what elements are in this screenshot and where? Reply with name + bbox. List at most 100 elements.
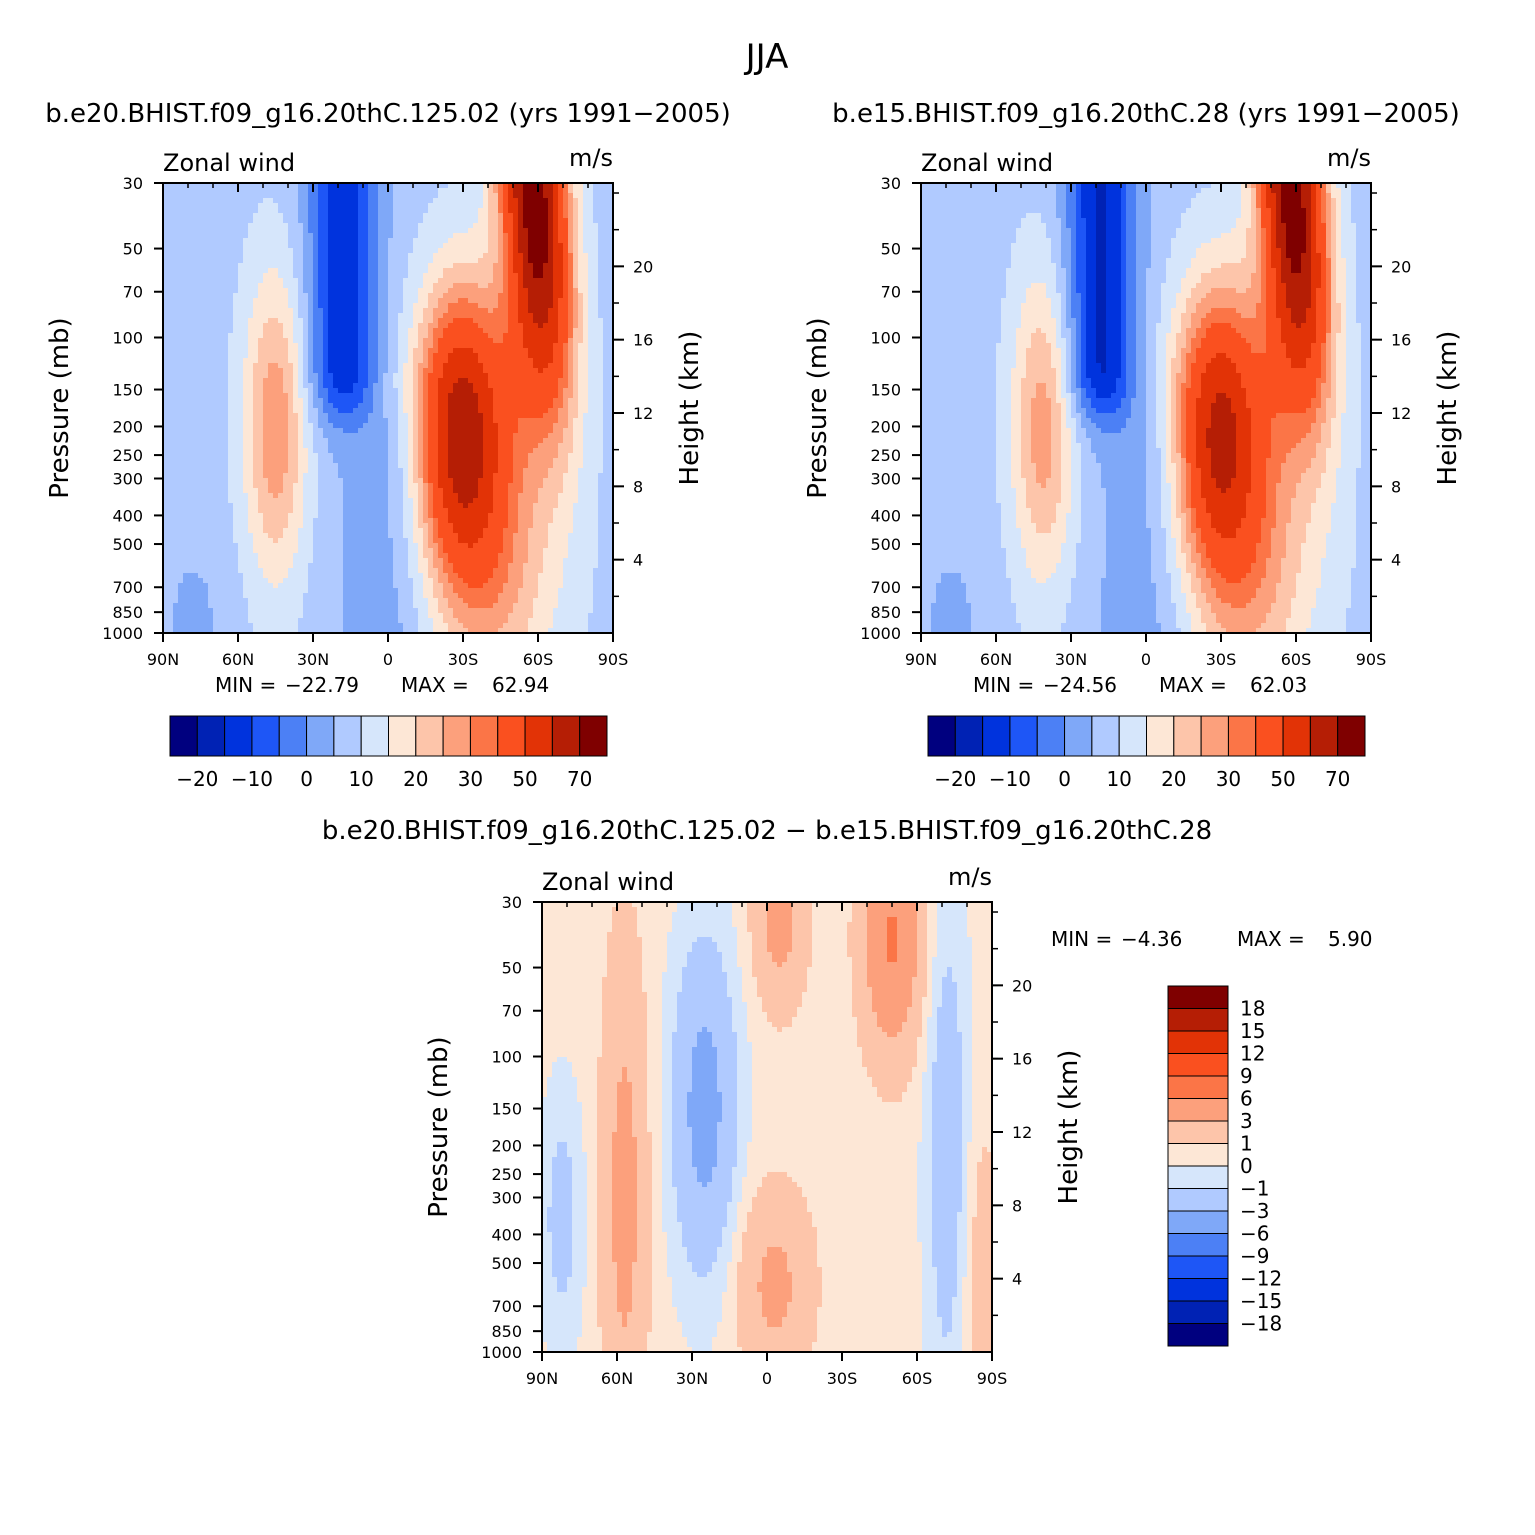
field-cell (248, 343, 254, 349)
field-cell (263, 263, 269, 269)
field-cell (338, 378, 344, 384)
field-cell (283, 333, 289, 339)
field-cell (293, 393, 299, 399)
field-cell (608, 433, 614, 439)
field-cell (208, 308, 214, 314)
field-cell (238, 198, 244, 204)
field-cell (538, 343, 544, 349)
field-cell (488, 313, 494, 319)
field-cell (513, 233, 519, 239)
field-cell (458, 338, 464, 344)
field-cell (478, 348, 484, 354)
field-cell (263, 338, 269, 344)
field-cell (433, 203, 439, 209)
field-cell (338, 343, 344, 349)
field-cell (528, 248, 534, 254)
field-cell (263, 353, 269, 359)
field-cell (588, 393, 594, 399)
field-cell (308, 228, 314, 234)
field-cell (303, 258, 309, 264)
field-cell (493, 283, 499, 289)
field-cell (273, 278, 279, 284)
field-cell (258, 318, 264, 324)
field-cell (563, 183, 569, 189)
field-cell (248, 328, 254, 334)
field-cell (598, 183, 604, 189)
field-cell (578, 308, 584, 314)
field-cell (483, 248, 489, 254)
field-cell (323, 313, 329, 319)
field-cell (418, 213, 424, 219)
field-cell (503, 368, 509, 374)
field-cell (358, 378, 364, 384)
field-cell (183, 388, 189, 394)
field-cell (353, 293, 359, 299)
field-cell (363, 323, 369, 329)
field-cell (433, 403, 439, 409)
field-cell (433, 328, 439, 334)
field-cell (528, 413, 534, 419)
field-cell (328, 453, 334, 459)
field-cell (513, 263, 519, 269)
field-cell (383, 398, 389, 404)
field-cell (568, 363, 574, 369)
field-cell (208, 243, 214, 249)
field-cell (238, 228, 244, 234)
field-cell (483, 183, 489, 189)
field-cell (253, 418, 259, 424)
field-cell (378, 263, 384, 269)
field-cell (528, 408, 534, 414)
field-cell (588, 268, 594, 274)
field-cell (463, 348, 469, 354)
field-cell (418, 293, 424, 299)
field-cell (603, 183, 609, 189)
field-cell (263, 288, 269, 294)
field-cell (528, 433, 534, 439)
field-cell (583, 373, 589, 379)
field-cell (558, 218, 564, 224)
field-cell (493, 393, 499, 399)
field-cell (188, 368, 194, 374)
field-cell (218, 448, 224, 454)
field-cell (483, 423, 489, 429)
field-cell (593, 333, 599, 339)
field-cell (223, 403, 229, 409)
field-cell (463, 438, 469, 444)
field-cell (398, 238, 404, 244)
field-cell (373, 213, 379, 219)
field-cell (328, 388, 334, 394)
field-cell (173, 318, 179, 324)
field-cell (583, 233, 589, 239)
field-cell (518, 298, 524, 304)
field-cell (243, 443, 249, 449)
field-cell (608, 453, 614, 459)
field-cell (593, 258, 599, 264)
field-cell (183, 283, 189, 289)
field-cell (293, 338, 299, 344)
field-cell (163, 383, 169, 389)
field-cell (238, 218, 244, 224)
field-cell (233, 453, 239, 459)
field-cell (588, 278, 594, 284)
field-cell (253, 373, 259, 379)
field-cell (553, 373, 559, 379)
field-cell (373, 233, 379, 239)
field-cell (463, 268, 469, 274)
field-cell (598, 353, 604, 359)
field-cell (253, 433, 259, 439)
field-cell (338, 213, 344, 219)
field-cell (343, 323, 349, 329)
field-cell (583, 328, 589, 334)
field-cell (258, 188, 264, 194)
field-cell (333, 388, 339, 394)
field-cell (378, 383, 384, 389)
field-cell (218, 423, 224, 429)
field-cell (263, 428, 269, 434)
field-cell (393, 413, 399, 419)
field-cell (163, 333, 169, 339)
field-cell (403, 453, 409, 459)
field-cell (533, 393, 539, 399)
field-cell (163, 238, 169, 244)
field-cell (533, 188, 539, 194)
field-cell (433, 363, 439, 369)
